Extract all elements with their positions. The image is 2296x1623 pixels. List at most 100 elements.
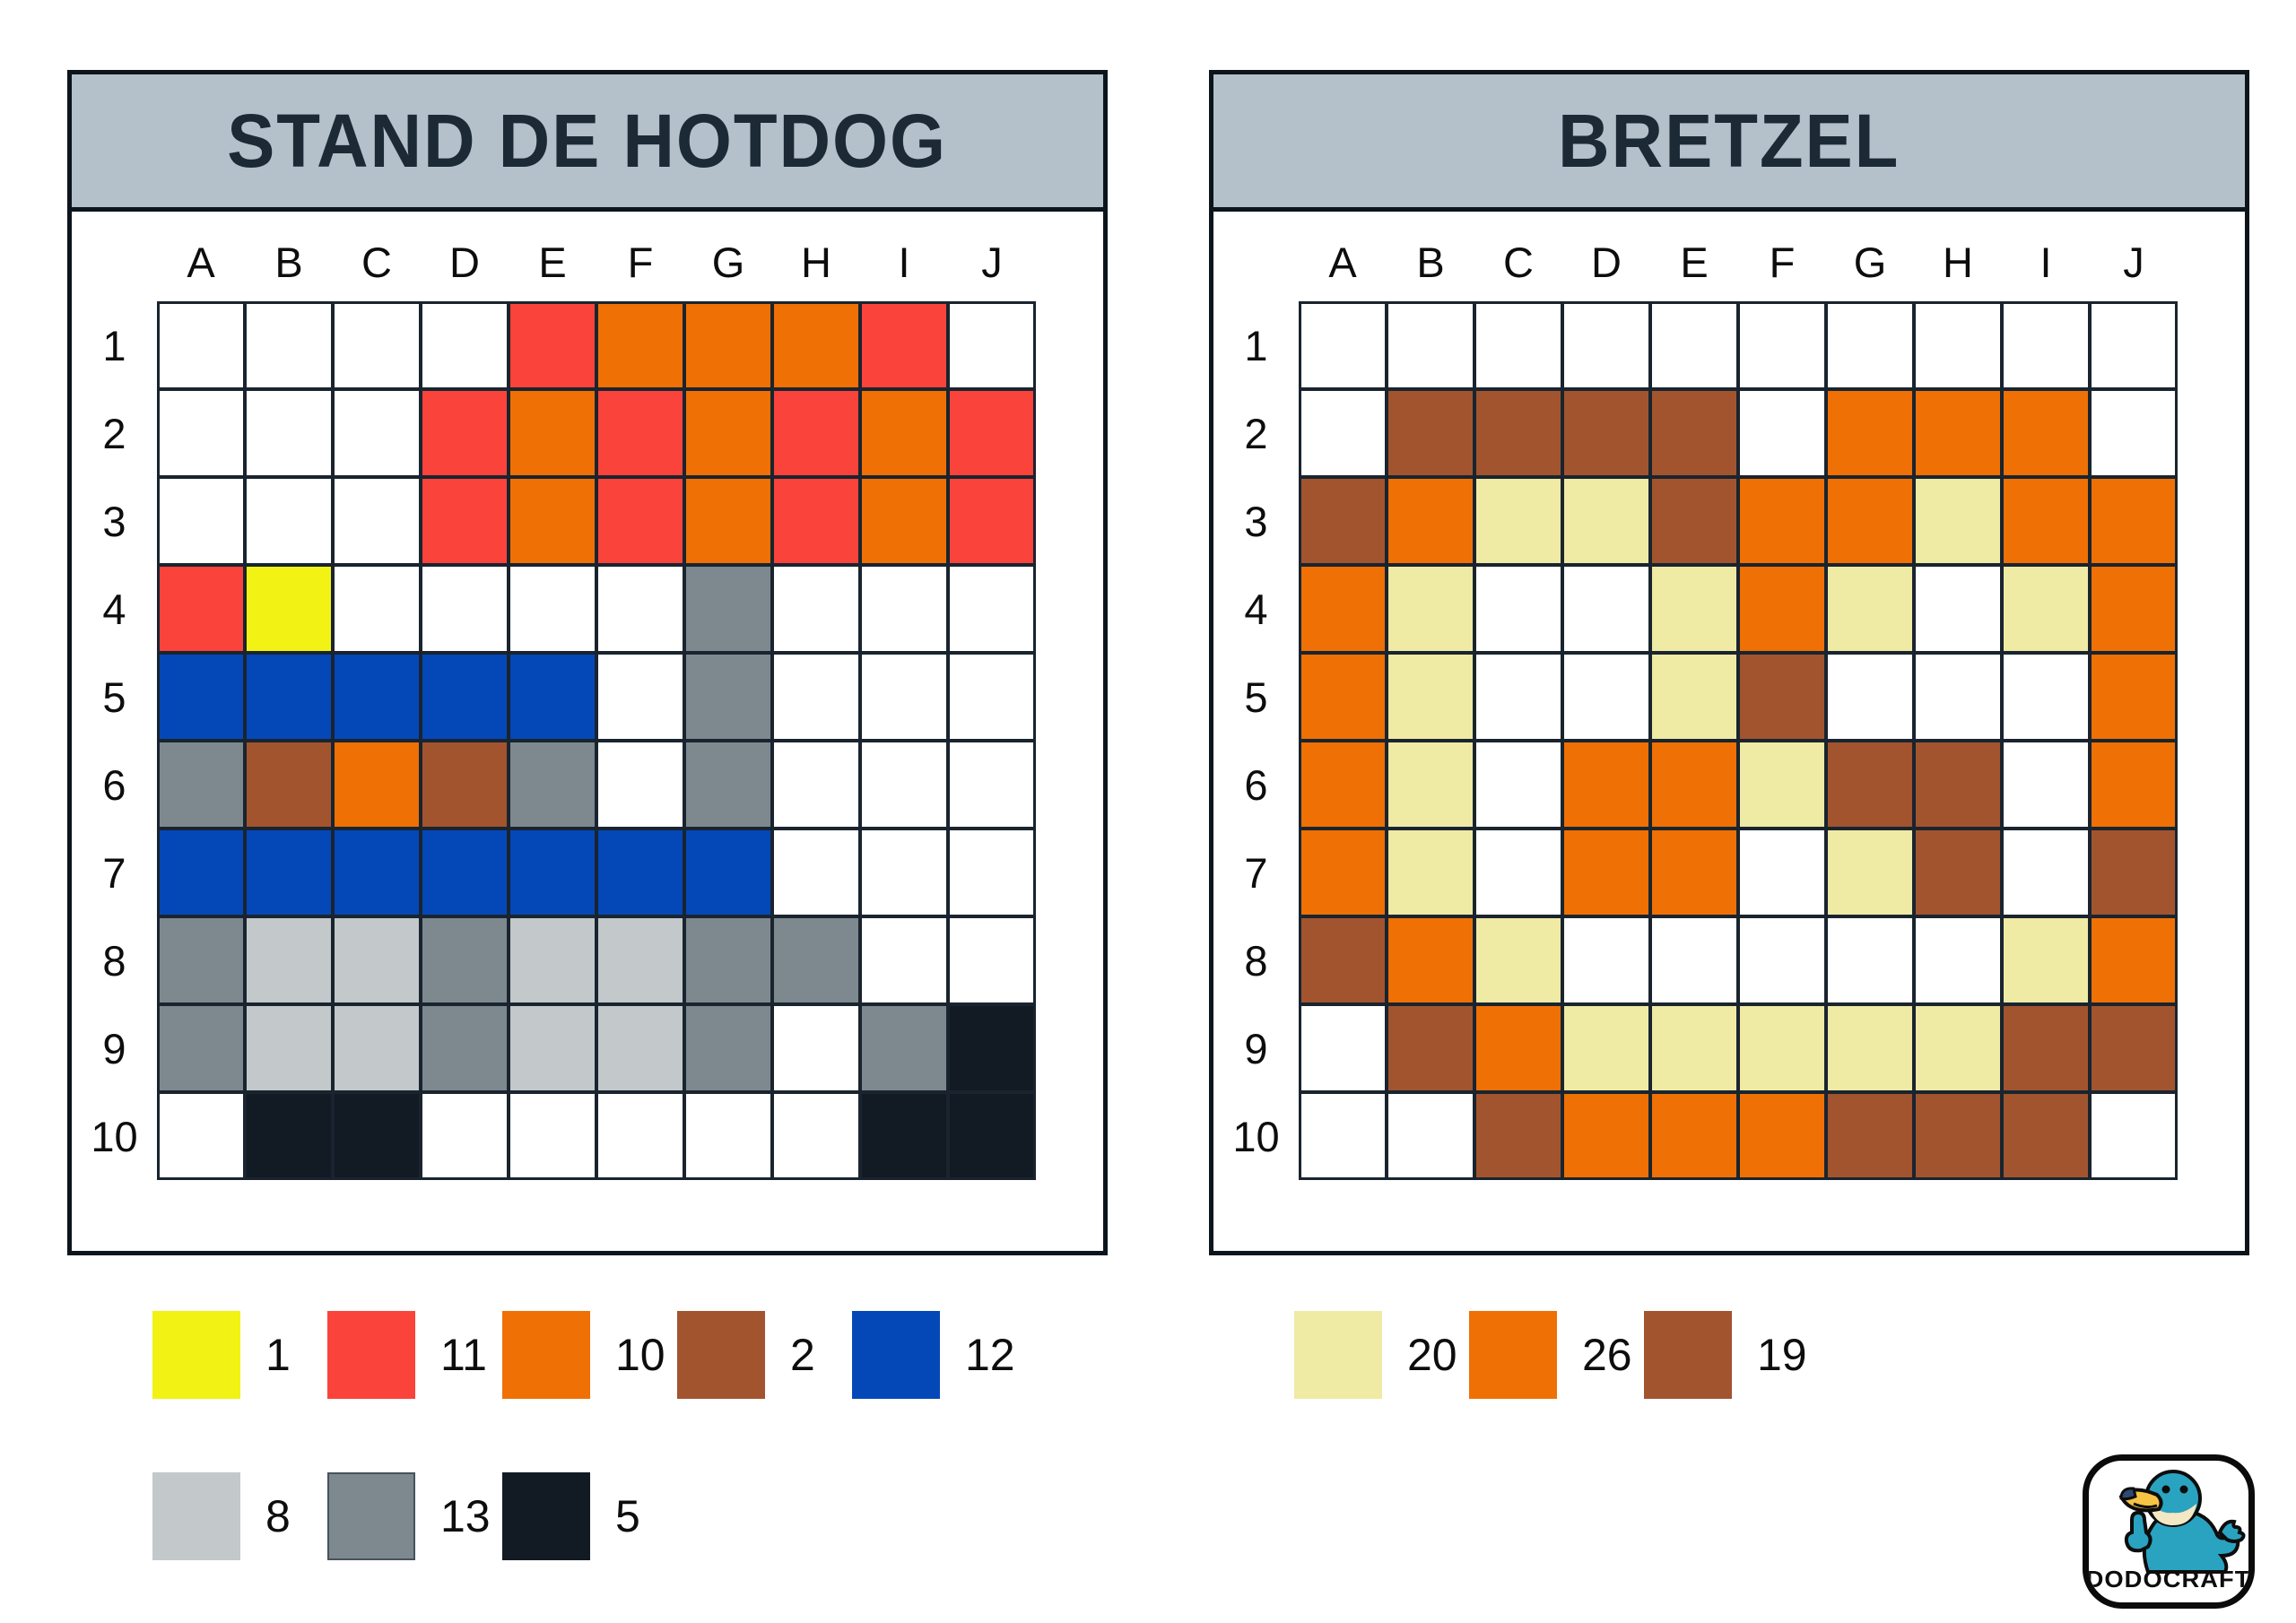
- grid-cell-H5: [1914, 653, 2002, 741]
- grid-cell-D2: [421, 389, 509, 477]
- grid-cell-J10: [948, 1092, 1036, 1180]
- grid-cell-C8: [1474, 916, 1562, 1004]
- grid-cell-G6: [1826, 741, 1914, 829]
- grid-cell-E9: [509, 1004, 596, 1092]
- grid-cell-B9: [245, 1004, 333, 1092]
- grid-cell-F3: [596, 477, 684, 565]
- legend-number-2: 2: [790, 1330, 815, 1380]
- grid-cell-D2: [1562, 389, 1650, 477]
- grid-cell-D4: [1562, 565, 1650, 653]
- grid-cell-B3: [1387, 477, 1474, 565]
- grid-cell-I7: [860, 829, 948, 916]
- legend-number-19: 19: [1757, 1330, 1807, 1380]
- legend-item-20: 20: [1294, 1311, 1469, 1399]
- legend-hotdog-row1: 1 11 10 2 12: [152, 1311, 1027, 1399]
- grid-cell-I1: [860, 301, 948, 389]
- grid-cell-F4: [596, 565, 684, 653]
- grid-cell-A2: [157, 389, 245, 477]
- grid-cell-E2: [1650, 389, 1738, 477]
- grid-cell-I3: [2002, 477, 2090, 565]
- column-label-D: D: [449, 239, 480, 286]
- column-label-C: C: [1503, 239, 1534, 286]
- column-label-J: J: [2123, 239, 2144, 286]
- grid-cell-C5: [1474, 653, 1562, 741]
- grid-cell-C2: [333, 389, 421, 477]
- grid-cell-A9: [157, 1004, 245, 1092]
- row-label-10: 10: [1232, 1112, 1280, 1160]
- grid-cell-C7: [333, 829, 421, 916]
- grid-cell-E7: [1650, 829, 1738, 916]
- grid-cell-B10: [1387, 1092, 1474, 1180]
- grid-cell-C1: [333, 301, 421, 389]
- grid-cell-C3: [333, 477, 421, 565]
- dodo-bird-icon: [2118, 1470, 2246, 1574]
- legend-item-12: 12: [852, 1311, 1027, 1399]
- grid-cell-E8: [1650, 916, 1738, 1004]
- grid-cell-I4: [2002, 565, 2090, 653]
- grid-cell-H5: [772, 653, 860, 741]
- legend-item-19: 19: [1644, 1311, 1819, 1399]
- grid-cell-F10: [596, 1092, 684, 1180]
- grid-cell-E3: [1650, 477, 1738, 565]
- legend-item-5: 5: [502, 1472, 677, 1560]
- grid-cell-B4: [245, 565, 333, 653]
- grid-cell-J2: [948, 389, 1036, 477]
- row-label-5: 5: [1244, 673, 1268, 721]
- row-label-2: 2: [102, 409, 126, 457]
- grid-cell-J8: [948, 916, 1036, 1004]
- pixel-grid: A B C D E F G H I J 1 2 3 4 5 6 7 8 9 10: [1213, 212, 2245, 1180]
- grid-cell-G10: [684, 1092, 772, 1180]
- grid-cell-D6: [1562, 741, 1650, 829]
- grid-cell-H3: [1914, 477, 2002, 565]
- row-label-8: 8: [102, 936, 126, 985]
- grid-cell-I2: [860, 389, 948, 477]
- grid-cell-B10: [245, 1092, 333, 1180]
- grid-cell-H3: [772, 477, 860, 565]
- grid-cell-D5: [421, 653, 509, 741]
- puzzle-panel-bretzel: BRETZEL A B C D E F G H I J 1 2 3 4 5 6 7 8 9 10: [1209, 70, 2249, 1255]
- grid-cell-J3: [2090, 477, 2178, 565]
- grid-cell-H6: [772, 741, 860, 829]
- legend-item-1: 1: [152, 1311, 327, 1399]
- grid-cell-J10: [2090, 1092, 2178, 1180]
- grid-cell-C10: [333, 1092, 421, 1180]
- grid-cell-B5: [245, 653, 333, 741]
- grid-cell-I10: [860, 1092, 948, 1180]
- grid-cell-J1: [2090, 301, 2178, 389]
- grid-cell-B6: [1387, 741, 1474, 829]
- grid-cell-E10: [509, 1092, 596, 1180]
- legend-number-8: 8: [265, 1491, 291, 1541]
- grid-cell-F5: [1738, 653, 1826, 741]
- legend-number-11: 11: [440, 1330, 487, 1380]
- grid-cell-A6: [157, 741, 245, 829]
- legend-swatch-10: [502, 1311, 590, 1399]
- grid-cell-F3: [1738, 477, 1826, 565]
- grid-cell-G7: [1826, 829, 1914, 916]
- legend-bretzel-row1: 20 26 19: [1294, 1311, 1819, 1399]
- grid-cell-A8: [157, 916, 245, 1004]
- grid-cell-D3: [1562, 477, 1650, 565]
- column-label-C: C: [361, 239, 392, 286]
- grid-cell-A10: [1299, 1092, 1387, 1180]
- grid-cell-I5: [2002, 653, 2090, 741]
- grid-cell-D1: [1562, 301, 1650, 389]
- legend-swatch-8: [152, 1472, 240, 1560]
- grid-cell-C8: [333, 916, 421, 1004]
- grid-cell-F6: [596, 741, 684, 829]
- grid-cell-A6: [1299, 741, 1387, 829]
- grid-cell-A5: [1299, 653, 1387, 741]
- grid-cell-H4: [772, 565, 860, 653]
- grid-cell-H1: [1914, 301, 2002, 389]
- grid-cell-E6: [1650, 741, 1738, 829]
- grid-cell-B9: [1387, 1004, 1474, 1092]
- grid-cell-A5: [157, 653, 245, 741]
- legend-swatch-2: [677, 1311, 765, 1399]
- grid-cell-H1: [772, 301, 860, 389]
- pixel-grid-wrap: A B C D E F G H I J 1 2 3 4 5 6 7 8 9 10: [1213, 212, 2245, 1180]
- column-label-A: A: [187, 239, 215, 286]
- column-label-E: E: [538, 239, 567, 286]
- grid-cell-E5: [509, 653, 596, 741]
- grid-cell-H4: [1914, 565, 2002, 653]
- grid-cell-I2: [2002, 389, 2090, 477]
- grid-cell-G4: [1826, 565, 1914, 653]
